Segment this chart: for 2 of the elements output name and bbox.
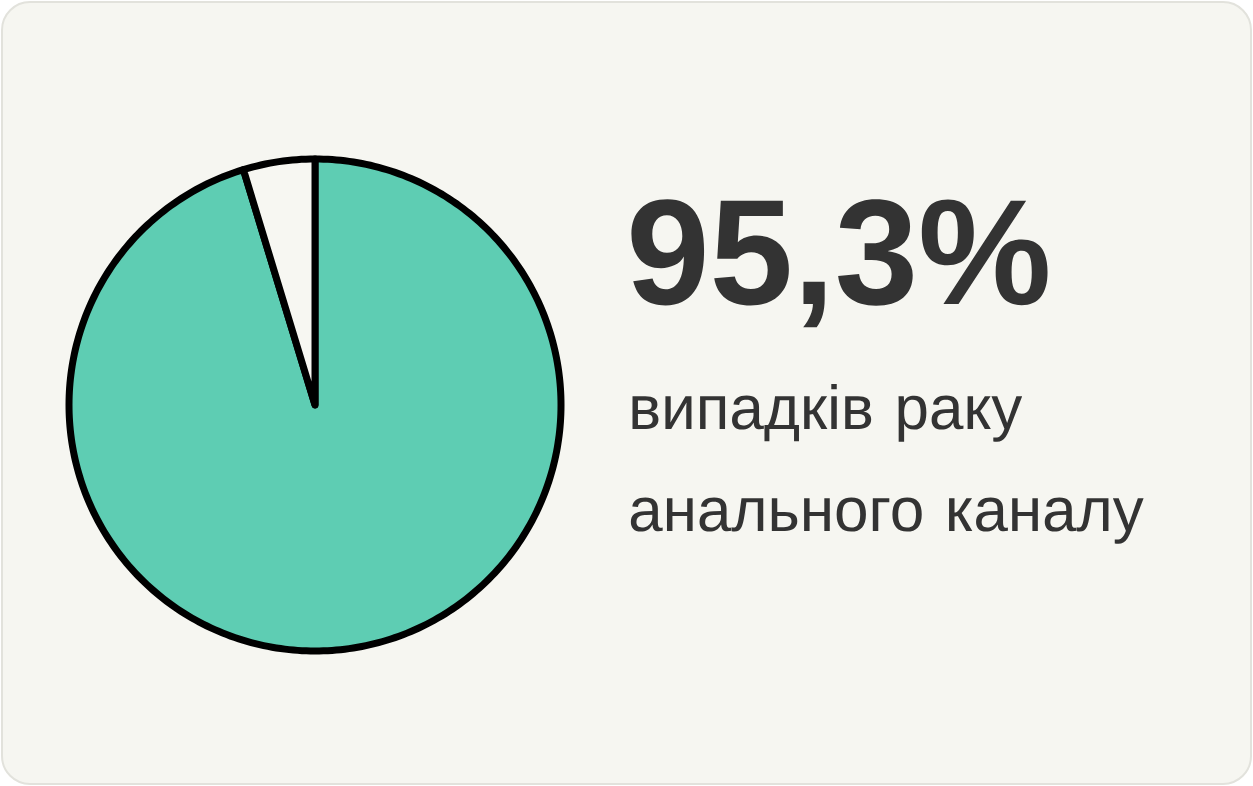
- text: випадків раку анального каналу: [630, 384, 1144, 544]
- data-label: 95,3%: [631, 199, 1048, 328]
